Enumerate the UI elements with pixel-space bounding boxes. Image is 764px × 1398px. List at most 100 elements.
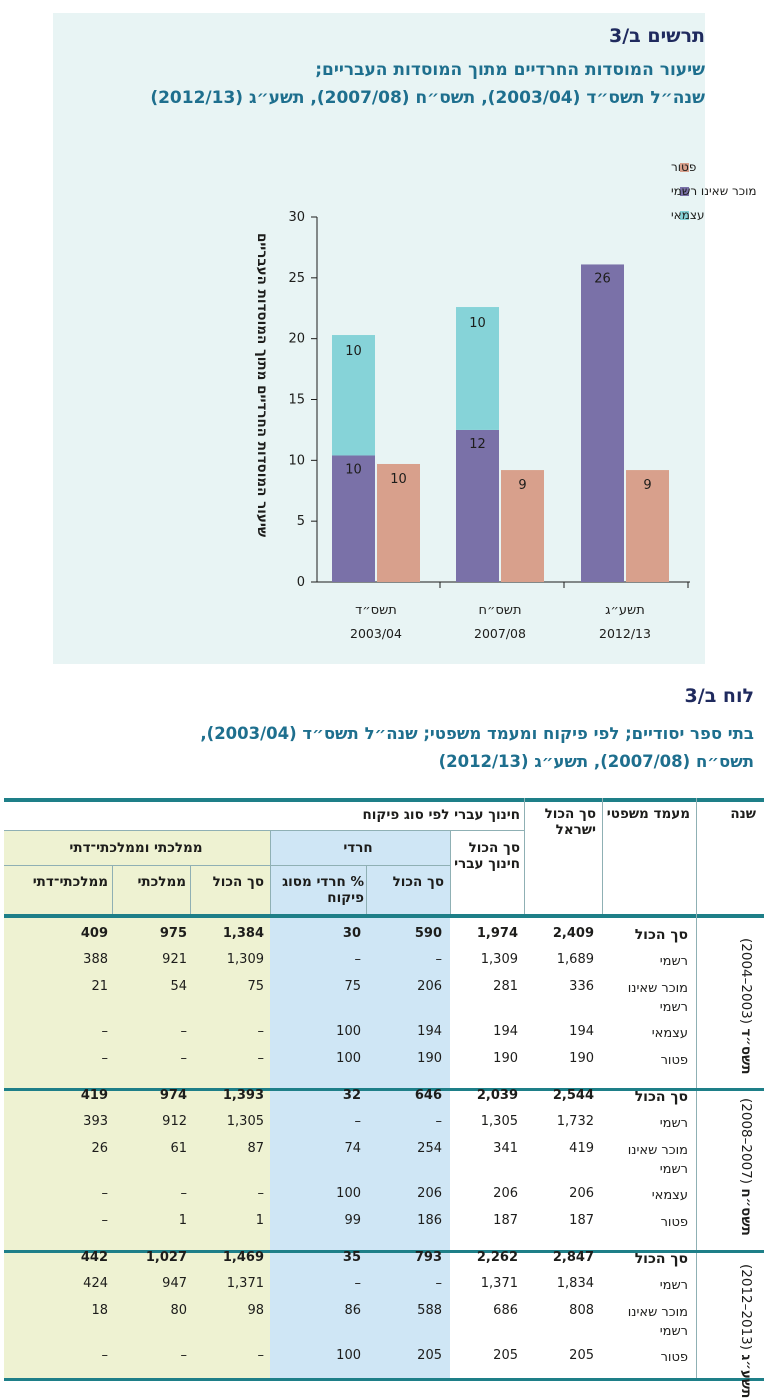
table-cell: 1,309 [480, 952, 518, 967]
table-cell: 1,309 [226, 952, 264, 967]
table-cell: 75 [247, 979, 264, 994]
table-cell: 194 [493, 1024, 518, 1039]
row-status: סך הכול [634, 1251, 688, 1267]
table-cell: 32 [342, 1088, 361, 1103]
legend-swatch [680, 211, 689, 220]
table-cell: – [257, 1186, 265, 1201]
y-tick-label: 15 [288, 393, 305, 408]
table-cell: 86 [344, 1303, 361, 1318]
legend-label: מוכר שאינו רשמי [671, 184, 757, 198]
bar-label: 12 [469, 437, 486, 452]
table-bottom-rule [4, 1378, 764, 1381]
row-status: עצמאי [651, 1188, 688, 1203]
y-tick-label: 30 [288, 210, 305, 225]
year-range: (2007–2008) [738, 1098, 754, 1189]
row-status: מוכר שאינו רשמי [627, 1305, 688, 1339]
table-cell: 21 [91, 979, 108, 994]
table-cell: – [257, 1024, 265, 1039]
table-cell: 100 [336, 1186, 361, 1201]
table-cell: 341 [493, 1141, 518, 1156]
legend-swatch [680, 163, 689, 172]
table-cell: – [354, 1114, 362, 1129]
bar-patur [501, 470, 544, 582]
bar-atzmai [332, 335, 375, 456]
group-divider [4, 1250, 764, 1253]
row-status: סך הכול [634, 927, 688, 943]
row-status: עצמאי [651, 1026, 688, 1041]
table-cell: 18 [91, 1303, 108, 1318]
table-cell: – [354, 952, 362, 967]
bar-mukar [456, 429, 499, 582]
table-cell: – [354, 1276, 362, 1291]
table-cell: 1 [178, 1213, 187, 1228]
table-cell: 80 [170, 1303, 187, 1318]
figure-number: תרשים ב/3 [608, 25, 705, 47]
table-cell: 1,974 [476, 926, 518, 941]
table-cell: 921 [162, 952, 187, 967]
header-divider [602, 798, 603, 914]
table-cell: 1,393 [222, 1088, 264, 1103]
bar-atzmai [456, 307, 499, 430]
table-cell: 194 [569, 1024, 594, 1039]
table-cell: 206 [569, 1186, 594, 1201]
header-divider [112, 865, 113, 914]
table-top-rule [4, 798, 764, 802]
table-cell: 100 [336, 1051, 361, 1066]
table-cell: – [257, 1051, 265, 1066]
row-status: פטור [660, 1053, 688, 1068]
bar-mukar [332, 455, 375, 582]
table-cell: 205 [569, 1348, 594, 1363]
year-label: תשע״ג [738, 1353, 754, 1398]
bar-label: 10 [345, 462, 362, 477]
year-label-block: תשע״ג (2013–2012) [704, 1258, 754, 1398]
x-category-label: תשע״ג [605, 603, 645, 618]
header-haredi: חרדי [343, 840, 373, 856]
legend-swatch [680, 187, 689, 196]
haredi-column-bg [270, 830, 450, 1378]
x-category-label: תשס״ד [355, 603, 397, 618]
row-status: פטור [660, 1215, 688, 1230]
table-cell: – [435, 952, 443, 967]
y-tick-label: 20 [288, 332, 305, 347]
mamlachti-column-bg [4, 830, 270, 1378]
table-cell: – [101, 1024, 109, 1039]
header-mamlachti-group: ממלכתי וממלכתי־דתי [69, 840, 203, 856]
bar-label: 10 [469, 316, 486, 331]
table-cell: 2,039 [476, 1088, 518, 1103]
header-bottom-rule [4, 914, 764, 918]
year-label-block: תשס״ד (2003–2004) [704, 934, 754, 1074]
table-cell: 205 [493, 1348, 518, 1363]
table-cell: – [180, 1024, 188, 1039]
table-cell: 190 [417, 1051, 442, 1066]
table-cell: 808 [569, 1303, 594, 1318]
table-cell: 187 [493, 1213, 518, 1228]
table-cell: 646 [414, 1088, 442, 1103]
header-total-israel: סך הכול ישראל [544, 806, 596, 838]
row-status: רשמי [659, 1116, 688, 1131]
table-cell: 947 [162, 1276, 187, 1291]
table-cell: 336 [569, 979, 594, 994]
table-cell: 281 [493, 979, 518, 994]
year-range: (2013–2012) [738, 1263, 754, 1354]
table-cell: 206 [417, 1186, 442, 1201]
table-cell: 590 [414, 926, 442, 941]
table-cell: 30 [342, 926, 361, 941]
table-cell: 1,469 [222, 1250, 264, 1265]
table-cell: 1,305 [226, 1114, 264, 1129]
table-cell: 194 [417, 1024, 442, 1039]
table-cell: 187 [569, 1213, 594, 1228]
table-cell: 190 [493, 1051, 518, 1066]
header-divider [366, 865, 367, 914]
table-cell: 424 [83, 1276, 108, 1291]
data-table: שנה מעמד משפטי סך הכול ישראל חינוך עברי לפי… [4, 798, 764, 1398]
table-cell: 1,371 [480, 1276, 518, 1291]
table-cell: – [101, 1186, 109, 1201]
table-cell: 26 [91, 1141, 108, 1156]
table-cell: – [257, 1348, 265, 1363]
header-divider [190, 865, 191, 914]
header-year: שנה [730, 806, 756, 822]
table-cell: 1,384 [222, 926, 264, 941]
table-cell: 793 [414, 1250, 442, 1265]
row-status: רשמי [659, 1278, 688, 1293]
bar-label: 10 [345, 344, 362, 359]
